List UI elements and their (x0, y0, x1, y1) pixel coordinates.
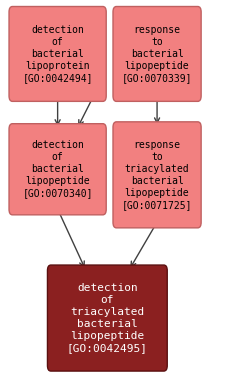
FancyBboxPatch shape (112, 122, 200, 228)
Text: detection
of
triacylated
bacterial
lipopeptide
[GO:0042495]: detection of triacylated bacterial lipop… (67, 283, 147, 353)
FancyBboxPatch shape (47, 265, 166, 371)
Text: detection
of
bacterial
lipopeptide
[GO:0070340]: detection of bacterial lipopeptide [GO:0… (22, 140, 92, 198)
Text: response
to
bacterial
lipopeptide
[GO:0070339]: response to bacterial lipopeptide [GO:00… (121, 25, 191, 83)
Text: detection
of
bacterial
lipoprotein
[GO:0042494]: detection of bacterial lipoprotein [GO:0… (22, 25, 92, 83)
FancyBboxPatch shape (9, 7, 106, 101)
Text: response
to
triacylated
bacterial
lipopeptide
[GO:0071725]: response to triacylated bacterial lipope… (121, 140, 191, 210)
FancyBboxPatch shape (112, 7, 200, 101)
FancyBboxPatch shape (9, 124, 106, 215)
